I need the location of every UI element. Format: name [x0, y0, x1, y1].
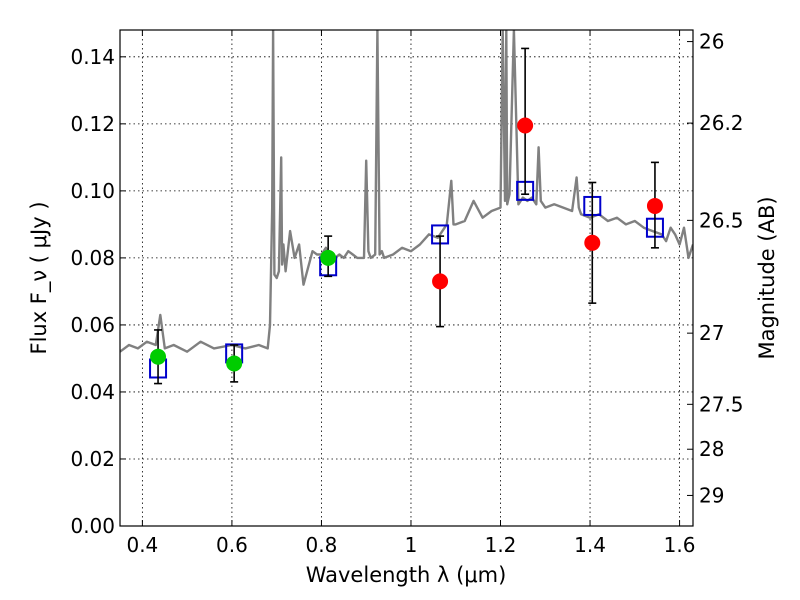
- x-tick-label: 0.8: [306, 533, 338, 557]
- spectrum-line: [120, 30, 693, 353]
- points-layer: [149, 47, 664, 385]
- y-tick-label: 0.12: [70, 112, 115, 136]
- y-tick-label: 0.02: [70, 447, 115, 471]
- y-axis-right-label: Magnitude (AB): [755, 196, 779, 359]
- mag-tick-label: 26.2: [699, 111, 744, 135]
- x-tick-label: 1.4: [574, 533, 606, 557]
- x-tick-label: 0.6: [216, 533, 248, 557]
- mag-tick-label: 27.5: [699, 392, 744, 416]
- x-tick-label: 0.4: [126, 533, 158, 557]
- measured-point-marker: [646, 197, 663, 214]
- y-tick-label: 0.08: [70, 246, 115, 270]
- tick-labels: 0.4 0.6 0.8 1 1.2 1.4 1.6 0.00 0.02 0.04 0.06 0.08 0…: [70, 30, 743, 557]
- y-axis-label: Flux F_ν ( μJy ): [27, 201, 52, 354]
- y-tick-label: 0.00: [70, 514, 115, 538]
- y-tick-label: 0.10: [70, 179, 115, 203]
- spectrum-layer: [120, 30, 693, 353]
- measured-point-marker: [150, 348, 167, 365]
- measured-point-marker: [320, 249, 337, 266]
- x-tick-label: 1: [405, 533, 418, 557]
- mag-tick-label: 28: [699, 437, 724, 461]
- measured-point-marker: [432, 273, 449, 290]
- axis-ticks: [120, 30, 693, 527]
- x-axis-label: Wavelength λ (μm): [306, 563, 507, 587]
- y-tick-label: 0.06: [70, 313, 115, 337]
- mag-tick-label: 26: [699, 30, 724, 54]
- measured-point-marker: [226, 355, 243, 372]
- mag-tick-label: 27: [699, 321, 724, 345]
- plot-frame: [119, 29, 694, 527]
- y-tick-label: 0.14: [70, 45, 115, 69]
- x-tick-label: 1.6: [664, 533, 696, 557]
- x-tick-label: 1.2: [485, 533, 517, 557]
- measured-point-marker: [517, 117, 534, 134]
- y-tick-label: 0.04: [70, 380, 115, 404]
- mag-tick-label: 29: [699, 483, 724, 507]
- mag-tick-label: 26.5: [699, 208, 744, 232]
- measured-point-marker: [584, 234, 601, 251]
